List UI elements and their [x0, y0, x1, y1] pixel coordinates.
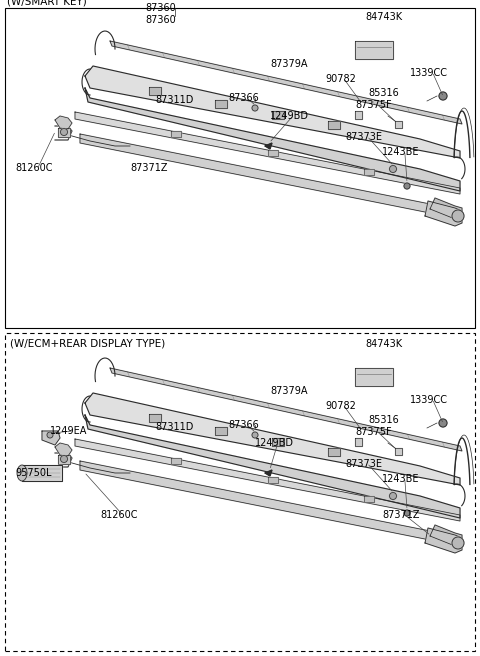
Polygon shape [267, 150, 277, 156]
Text: 87360: 87360 [145, 3, 176, 13]
Polygon shape [327, 121, 340, 129]
Polygon shape [395, 448, 402, 455]
Text: (W/ECM+REAR DISPLAY TYPE): (W/ECM+REAR DISPLAY TYPE) [10, 338, 165, 348]
Polygon shape [272, 438, 284, 445]
Polygon shape [149, 87, 161, 95]
Circle shape [439, 92, 447, 100]
Polygon shape [171, 131, 181, 137]
Text: 87379A: 87379A [270, 59, 308, 69]
Circle shape [452, 537, 464, 549]
Circle shape [404, 510, 410, 516]
Circle shape [252, 105, 258, 111]
Polygon shape [364, 169, 374, 175]
Polygon shape [22, 465, 62, 481]
Text: 84743K: 84743K [365, 12, 402, 22]
Polygon shape [58, 128, 70, 137]
Polygon shape [425, 528, 462, 553]
Polygon shape [265, 470, 272, 476]
Text: 1249BD: 1249BD [255, 438, 294, 448]
Circle shape [389, 493, 396, 499]
Text: 87375F: 87375F [355, 427, 392, 437]
Text: 90782: 90782 [325, 74, 356, 84]
Polygon shape [216, 427, 228, 435]
Text: 87379A: 87379A [270, 386, 308, 396]
Polygon shape [364, 496, 374, 502]
Text: 90782: 90782 [325, 401, 356, 411]
Text: 87360: 87360 [145, 15, 176, 25]
Text: 87371Z: 87371Z [382, 510, 420, 520]
Circle shape [252, 432, 258, 438]
Text: 95750L: 95750L [15, 468, 51, 478]
Polygon shape [85, 88, 460, 191]
Polygon shape [75, 112, 460, 194]
Text: 81260C: 81260C [15, 163, 52, 173]
Circle shape [389, 165, 396, 173]
Text: 87366: 87366 [228, 93, 259, 103]
Text: 87311D: 87311D [155, 422, 193, 432]
Text: 85316: 85316 [368, 415, 399, 425]
Text: 87373E: 87373E [345, 132, 382, 142]
Polygon shape [42, 431, 60, 445]
Polygon shape [355, 368, 393, 386]
Polygon shape [171, 458, 181, 464]
Polygon shape [430, 525, 462, 546]
Polygon shape [272, 111, 284, 119]
Polygon shape [149, 415, 161, 422]
Text: 1249BD: 1249BD [270, 111, 309, 121]
Polygon shape [55, 116, 72, 129]
Polygon shape [327, 448, 340, 457]
Text: 1243BE: 1243BE [382, 147, 420, 157]
Polygon shape [85, 66, 460, 158]
Text: (W/SMART KEY): (W/SMART KEY) [7, 0, 87, 6]
Polygon shape [355, 111, 362, 119]
Circle shape [439, 419, 447, 427]
Polygon shape [110, 368, 462, 451]
Polygon shape [355, 41, 393, 59]
Bar [5, 333, 475, 651]
Polygon shape [395, 121, 402, 128]
Circle shape [404, 183, 410, 189]
Polygon shape [75, 439, 460, 521]
Polygon shape [85, 415, 460, 518]
Polygon shape [355, 438, 362, 446]
Text: 87371Z: 87371Z [130, 163, 168, 173]
Polygon shape [80, 461, 455, 545]
Ellipse shape [17, 465, 27, 481]
Polygon shape [58, 455, 70, 464]
Text: 1249EA: 1249EA [50, 426, 87, 436]
Polygon shape [55, 443, 72, 456]
Text: 85316: 85316 [368, 88, 399, 98]
Text: 87375F: 87375F [355, 100, 392, 110]
Polygon shape [265, 143, 272, 149]
Polygon shape [425, 201, 462, 226]
Bar [5, 8, 475, 328]
Text: 1243BE: 1243BE [382, 474, 420, 484]
Text: 81260C: 81260C [100, 510, 137, 520]
Text: 87366: 87366 [228, 420, 259, 430]
Circle shape [47, 432, 53, 438]
Text: 1339CC: 1339CC [410, 395, 448, 405]
Circle shape [60, 455, 68, 462]
Circle shape [452, 210, 464, 222]
Polygon shape [110, 41, 462, 124]
Polygon shape [80, 134, 455, 218]
Polygon shape [430, 198, 462, 219]
Text: 84743K: 84743K [365, 339, 402, 349]
Polygon shape [216, 100, 228, 108]
Polygon shape [267, 477, 277, 483]
Circle shape [60, 129, 68, 136]
Text: 87373E: 87373E [345, 459, 382, 469]
Polygon shape [85, 393, 460, 485]
Text: 1339CC: 1339CC [410, 68, 448, 78]
Text: 87311D: 87311D [155, 95, 193, 105]
